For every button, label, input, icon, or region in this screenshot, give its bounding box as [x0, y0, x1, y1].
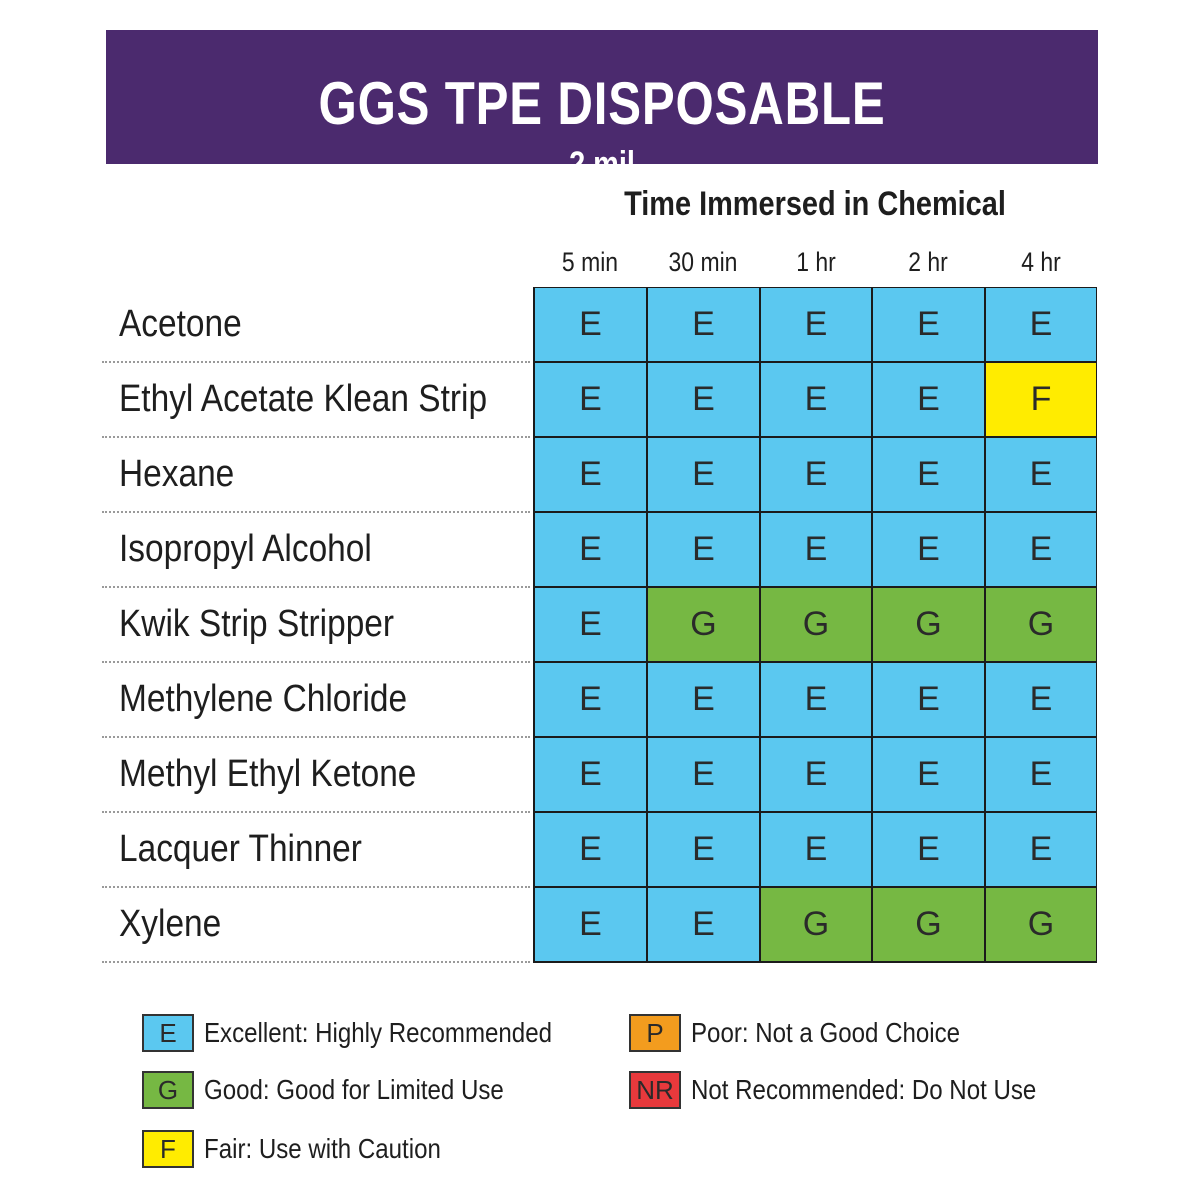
legend-item: NR Not Recommended: Do Not Use [629, 1069, 1093, 1111]
rating-cell: E [535, 813, 646, 886]
rating-cell: G [986, 588, 1096, 661]
chemical-label: Isopropyl Alcohol [119, 528, 372, 570]
rating-cell: G [761, 888, 871, 961]
chemical-label: Kwik Strip Stripper [119, 603, 395, 645]
legend-text: Not Recommended: Do Not Use [691, 1074, 1037, 1105]
rating-cell: E [535, 363, 646, 436]
column-header: 1 hr [796, 247, 836, 277]
rating-cell: E [873, 438, 984, 511]
rating-cell: E [761, 288, 871, 361]
chemical-label: Ethyl Acetate Klean Strip [119, 378, 488, 420]
rating-cell: E [761, 513, 871, 586]
rating-cell: E [535, 438, 646, 511]
rating-cell: E [761, 438, 871, 511]
row-divider [102, 361, 530, 363]
rating-cell: E [761, 738, 871, 811]
legend-text: Good: Good for Limited Use [204, 1074, 504, 1105]
column-header: 2 hr [908, 247, 948, 277]
rating-cell: E [535, 888, 646, 961]
chemical-label: Methylene Chloride [119, 678, 408, 720]
legend-item: F Fair: Use with Caution [142, 1128, 479, 1170]
rating-cell: E [648, 363, 759, 436]
rating-cell: E [648, 813, 759, 886]
legend-swatch: E [142, 1014, 194, 1052]
chemical-label: Hexane [119, 453, 235, 495]
rating-cell: E [535, 288, 646, 361]
rating-cell: E [986, 438, 1096, 511]
row-divider [102, 736, 530, 738]
legend-swatch: NR [629, 1071, 681, 1109]
rating-cell: E [761, 813, 871, 886]
legend-text: Fair: Use with Caution [204, 1133, 441, 1164]
column-header: 4 hr [1021, 247, 1061, 277]
chemical-label: Lacquer Thinner [119, 828, 362, 870]
chart-subtitle: 2 mil [569, 145, 635, 183]
rating-cell: E [873, 288, 984, 361]
legend-text: Poor: Not a Good Choice [691, 1017, 961, 1048]
legend-item: E Excellent: Highly Recommended [142, 1012, 609, 1054]
legend-item: P Poor: Not a Good Choice [629, 1012, 1004, 1054]
column-header: 30 min [668, 247, 738, 277]
row-divider [102, 811, 530, 813]
row-divider [102, 586, 530, 588]
rating-cell: E [873, 813, 984, 886]
legend-swatch: G [142, 1071, 194, 1109]
rating-cell: E [648, 738, 759, 811]
row-divider [102, 886, 530, 888]
chemical-label: Methyl Ethyl Ketone [119, 753, 417, 795]
rating-cell: E [873, 663, 984, 736]
rating-cell: E [873, 513, 984, 586]
rating-cell: E [986, 663, 1096, 736]
rating-cell: E [873, 363, 984, 436]
rating-cell: E [873, 738, 984, 811]
chemical-label: Acetone [119, 303, 242, 345]
legend-swatch: P [629, 1014, 681, 1052]
legend-item: G Good: Good for Limited Use [142, 1069, 553, 1111]
rating-cell: E [986, 513, 1096, 586]
rating-cell: G [873, 888, 984, 961]
chart-title: GGS TPE DISPOSABLE [318, 70, 886, 137]
rating-cell: E [986, 288, 1096, 361]
rating-cell: E [648, 438, 759, 511]
rating-cell: E [535, 663, 646, 736]
rating-cell: E [648, 288, 759, 361]
rating-cell: G [873, 588, 984, 661]
rating-cell: E [535, 513, 646, 586]
rating-cell: E [648, 663, 759, 736]
rating-cell: G [761, 588, 871, 661]
rating-cell: F [986, 363, 1096, 436]
column-header: 5 min [561, 247, 619, 277]
rating-cell: E [986, 813, 1096, 886]
rating-cell: E [648, 888, 759, 961]
time-axis-heading: Time Immersed in Chemical [624, 185, 1006, 223]
rating-cell: E [535, 738, 646, 811]
rating-cell: E [761, 363, 871, 436]
rating-cell: E [761, 663, 871, 736]
row-divider [102, 511, 530, 513]
row-divider [102, 961, 530, 963]
row-divider [102, 436, 530, 438]
rating-cell: E [535, 588, 646, 661]
title-banner: GGS TPE DISPOSABLE 2 mil [106, 30, 1098, 183]
chemical-label: Xylene [119, 903, 222, 945]
legend-swatch: F [142, 1130, 194, 1168]
row-divider [102, 661, 530, 663]
legend-text: Excellent: Highly Recommended [204, 1017, 552, 1048]
rating-cell: E [648, 513, 759, 586]
rating-cell: E [986, 738, 1096, 811]
rating-cell: G [986, 888, 1096, 961]
rating-cell: G [648, 588, 759, 661]
